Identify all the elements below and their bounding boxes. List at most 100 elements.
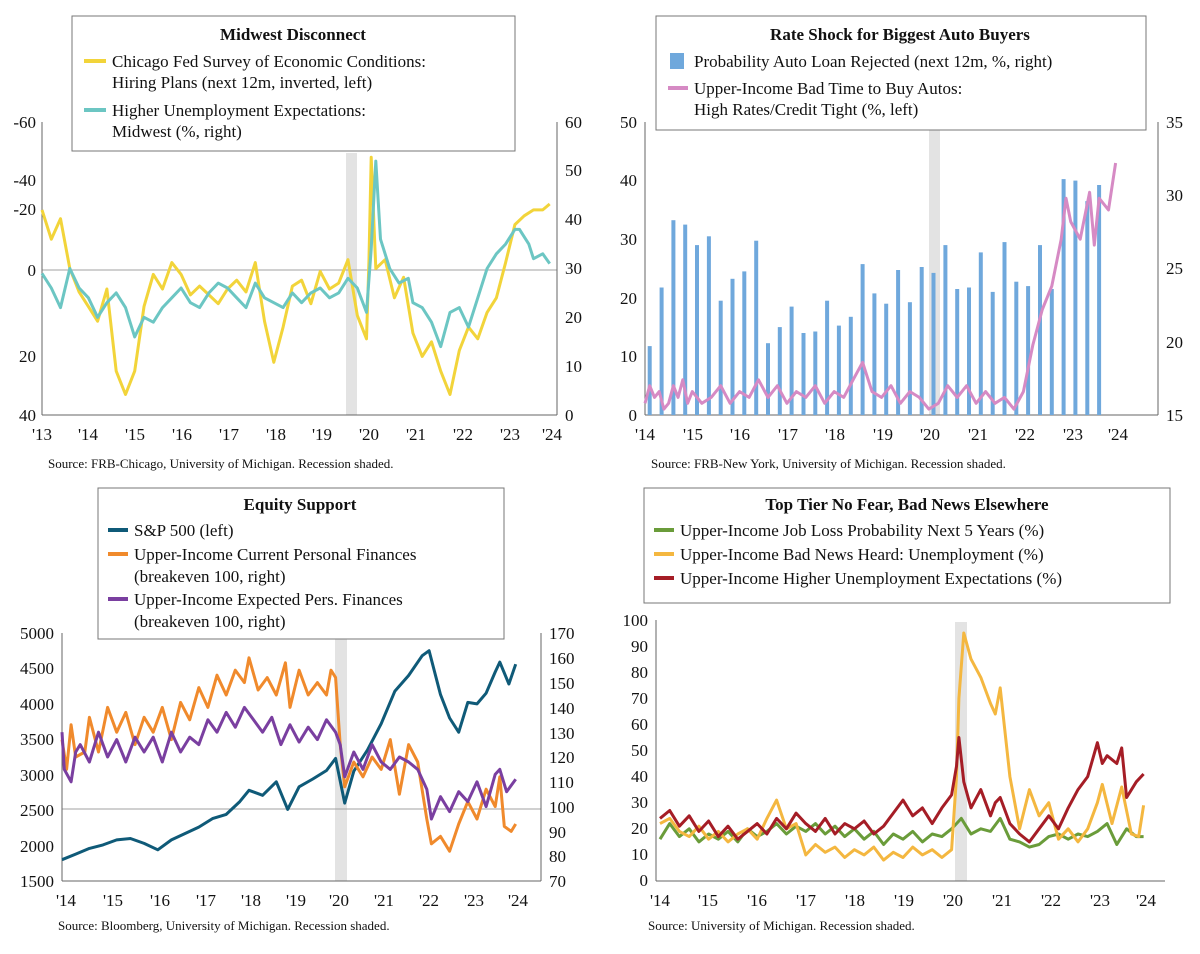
- series-line-hiring-plans: [40, 155, 551, 396]
- y-right-tick: 20: [565, 308, 582, 327]
- y-left-tick: 4500: [20, 659, 54, 678]
- y-left-tick: 2500: [20, 801, 54, 820]
- y-right-tick: 160: [549, 649, 575, 668]
- x-tick: '23: [1063, 425, 1083, 444]
- y-left-tick: 10: [620, 347, 637, 366]
- x-tick: '18: [266, 425, 286, 444]
- x-tick: '21: [374, 891, 394, 910]
- x-axis-ticks: '14 '15 '16 '17 '18 '19 '20 '21 '22 '23 …: [635, 425, 1129, 444]
- x-tick: '17: [778, 425, 799, 444]
- bar-auto-loan-rejected: [766, 343, 770, 415]
- x-tick: '24: [508, 891, 529, 910]
- bar-auto-loan-rejected: [836, 325, 841, 415]
- x-tick: '23: [464, 891, 484, 910]
- legend-frame: [71, 15, 516, 152]
- legend-frame: [97, 487, 505, 640]
- bar-auto-loan-rejected: [1097, 185, 1102, 415]
- y-left-tick: 0: [640, 871, 649, 890]
- chart-title: Rate Shock for Biggest Auto Buyers: [770, 25, 1030, 44]
- x-tick: '14: [635, 425, 656, 444]
- legend-label: Hiring Plans (next 12m, inverted, left): [112, 73, 372, 92]
- y-left-tick: -60: [13, 113, 36, 132]
- source-note: Source: FRB-New York, University of Mich…: [651, 456, 1006, 471]
- y-left-tick: 3000: [20, 766, 54, 785]
- legend-frame: [655, 15, 1147, 131]
- y-left-tick: 4000: [20, 695, 54, 714]
- bar-auto-loan-rejected: [683, 224, 688, 415]
- x-tick: '16: [747, 891, 767, 910]
- legend-label: S&P 500 (left): [134, 521, 233, 540]
- y-left-tick: 30: [631, 793, 648, 812]
- legend-swatch-auto-loan-rejected: [670, 53, 684, 69]
- x-tick: '18: [845, 891, 865, 910]
- y-right-tick: 110: [549, 773, 574, 792]
- y-right-tick: 90: [549, 823, 566, 842]
- legend-label: Upper-Income Bad News Heard: Unemploymen…: [680, 545, 1044, 564]
- series-line-expected-finances: [60, 705, 517, 821]
- x-tick: '15: [125, 425, 145, 444]
- x-tick: '20: [359, 425, 379, 444]
- series-line-current-finances: [60, 656, 517, 853]
- y-left-tick: -40: [13, 171, 36, 190]
- x-axis-ticks: '13 '14 '15 '16 '17 '18 '19 '20 '21 '22 …: [32, 425, 563, 444]
- y-right-tick: 100: [549, 798, 575, 817]
- x-tick: '19: [873, 425, 893, 444]
- y-right-tick: 150: [549, 674, 575, 693]
- legend-label: Probability Auto Loan Rejected (next 12m…: [694, 52, 1052, 71]
- bar-auto-loan-rejected: [1026, 286, 1031, 415]
- bar-auto-loan-rejected: [860, 264, 865, 415]
- legend-box: Rate Shock for Biggest Auto Buyers Proba…: [655, 15, 1147, 131]
- legend-label: High Rates/Credit Tight (%, left): [694, 100, 918, 119]
- y-right-tick: 10: [565, 357, 582, 376]
- y-right-tick: 70: [549, 872, 566, 891]
- y-left-tick: 20: [631, 819, 648, 838]
- legend-box: Equity Support S&P 500 (left) Upper-Inco…: [97, 487, 505, 640]
- x-axis-ticks: '14 '15 '16 '17 '18 '19 '20 '21 '22 '23 …: [56, 891, 529, 910]
- chart-title: Midwest Disconnect: [220, 25, 366, 44]
- legend-label: (breakeven 100, right): [134, 612, 286, 631]
- y-left-tick: 0: [629, 406, 638, 425]
- y-axis-right-ticks: 170 160 150 140 130 120 110 100 90 80 70: [549, 624, 575, 891]
- y-left-tick: 10: [631, 845, 648, 864]
- legend-box: Top Tier No Fear, Bad News Elsewhere Upp…: [643, 487, 1171, 604]
- y-right-tick: 35: [1166, 113, 1183, 132]
- y-left-tick: 1500: [20, 872, 54, 891]
- series-line-unemployment-expectations: [659, 736, 1145, 844]
- legend-label: Midwest (%, right): [112, 122, 242, 141]
- y-left-tick: -20: [13, 200, 36, 219]
- y-left-tick: 100: [623, 611, 649, 630]
- x-tick: '19: [894, 891, 914, 910]
- bar-auto-loan-rejected: [896, 270, 901, 415]
- y-right-tick: 20: [1166, 333, 1183, 352]
- y-left-tick: 40: [19, 406, 36, 425]
- bar-auto-loan-rejected: [955, 289, 960, 415]
- y-left-tick: 5000: [20, 624, 54, 643]
- y-left-tick: 50: [620, 113, 637, 132]
- y-right-tick: 170: [549, 624, 575, 643]
- bar-auto-loan-rejected: [801, 333, 806, 415]
- y-right-tick: 80: [549, 847, 566, 866]
- x-axis-ticks: '14 '15 '16 '17 '18 '19 '20 '21 '22 '23 …: [650, 891, 1157, 910]
- y-right-tick: 30: [1166, 186, 1183, 205]
- y-left-tick: 60: [631, 715, 648, 734]
- bar-auto-loan-rejected: [706, 236, 711, 415]
- y-left-tick: 40: [620, 171, 637, 190]
- bar-auto-loan-rejected: [919, 267, 924, 415]
- chart-title: Top Tier No Fear, Bad News Elsewhere: [765, 495, 1049, 514]
- x-tick: '21: [406, 425, 426, 444]
- bar-auto-loan-rejected: [967, 287, 971, 415]
- y-axis-right-ticks: 35 30 25 20 15: [1166, 113, 1183, 425]
- y-left-tick: 40: [631, 767, 648, 786]
- panel-rate-shock: 50 40 30 20 10 0 35 30 25 20 15 '14 '15 …: [620, 15, 1183, 471]
- x-tick: '24: [1136, 891, 1157, 910]
- bar-auto-loan-rejected: [813, 331, 818, 415]
- x-tick: '17: [219, 425, 240, 444]
- bar-auto-loan-rejected: [1073, 180, 1078, 415]
- source-note: Source: FRB-Chicago, University of Michi…: [48, 456, 394, 471]
- y-right-tick: 40: [565, 210, 582, 229]
- x-tick: '20: [329, 891, 349, 910]
- x-tick: '15: [698, 891, 718, 910]
- x-tick: '23: [500, 425, 520, 444]
- x-tick: '14: [650, 891, 671, 910]
